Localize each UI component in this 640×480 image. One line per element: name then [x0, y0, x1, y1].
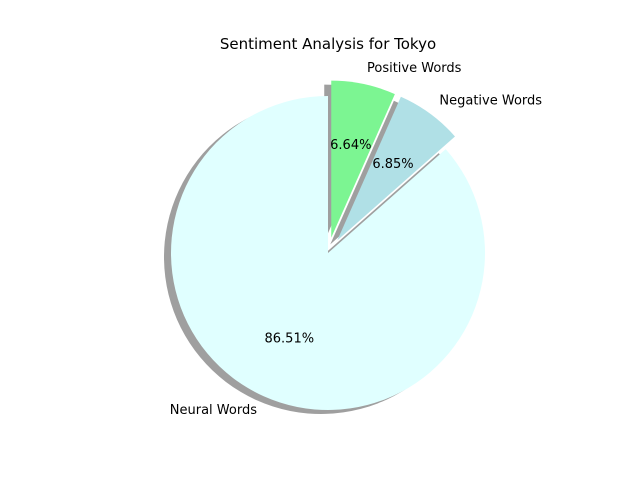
slice-negative-words [337, 96, 455, 241]
slice-label-positive-words: Positive Words [367, 61, 462, 76]
pie-labels: Positive Words 6.64% Negative Words 6.85% Ne… [170, 61, 543, 418]
slice-label-negative-words: Negative Words [439, 94, 542, 109]
slice-percent-neural-words: 86.51% [265, 331, 315, 346]
pie-slices [170, 80, 485, 410]
slice-label-neural-words: Neural Words [170, 403, 257, 418]
slice-neural-words [170, 95, 485, 410]
slice-percent-negative-words: 6.85% [372, 157, 413, 172]
slice-percent-positive-words: 6.64% [330, 138, 371, 153]
chart-title: Sentiment Analysis for Tokyo [220, 35, 436, 53]
slice-positive-words [331, 80, 395, 238]
